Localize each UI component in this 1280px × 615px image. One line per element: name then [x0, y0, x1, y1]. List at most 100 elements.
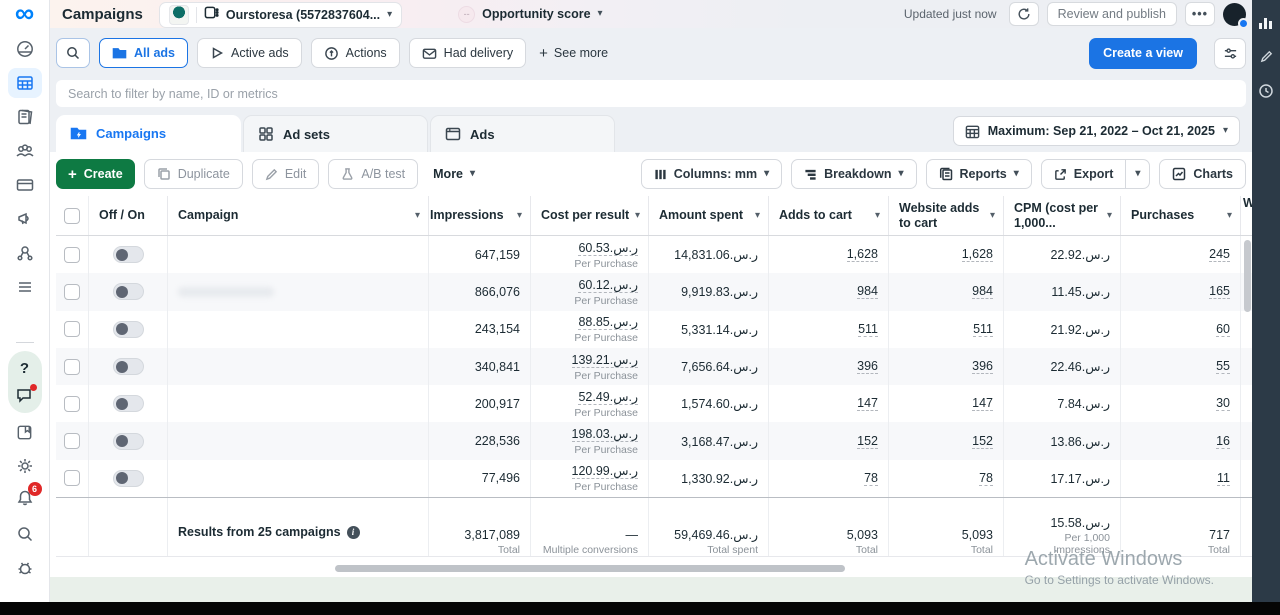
- sort-caret-icon[interactable]: ▾: [755, 211, 760, 221]
- select-all-checkbox[interactable]: [64, 208, 80, 224]
- review-and-publish-button[interactable]: Review and publish: [1047, 2, 1177, 26]
- campaign-toggle[interactable]: [113, 358, 144, 375]
- row-checkbox[interactable]: [64, 470, 80, 486]
- row-checkbox[interactable]: [64, 321, 80, 337]
- toolbar: + Create Duplicate Edit A/B test More ▾: [50, 152, 1252, 196]
- avatar[interactable]: [1223, 3, 1246, 26]
- sort-caret-icon[interactable]: ▾: [875, 211, 880, 221]
- search-filter-button[interactable]: [56, 38, 90, 68]
- topbar: Campaigns Ourstoresa (5572837604... ▾ --…: [50, 0, 1252, 28]
- ads-reporting-icon[interactable]: [8, 102, 42, 132]
- sort-caret-icon[interactable]: ▾: [1107, 211, 1112, 221]
- campaign-name-cell[interactable]: [168, 348, 429, 385]
- campaign-toggle[interactable]: [113, 395, 144, 412]
- edit-button[interactable]: Edit: [252, 159, 320, 189]
- campaign-name-cell[interactable]: [168, 273, 429, 310]
- charts-button[interactable]: Charts: [1159, 159, 1246, 189]
- columns-button[interactable]: Columns: mm ▾: [641, 159, 782, 189]
- campaign-toggle[interactable]: [113, 433, 144, 450]
- campaign-name-cell[interactable]: [168, 460, 429, 497]
- view-settings-button[interactable]: [1214, 38, 1246, 69]
- edit-pencil-icon[interactable]: [1259, 49, 1274, 69]
- opportunity-score[interactable]: -- Opportunity score ▾: [458, 6, 602, 23]
- report-bug-icon[interactable]: [8, 553, 42, 583]
- header-cpm[interactable]: CPM (cost per 1,000...▾: [1004, 196, 1121, 235]
- tab-ad-sets[interactable]: Ad sets: [243, 115, 428, 152]
- date-range-selector[interactable]: Maximum: Sep 21, 2022 – Oct 21, 2025 ▾: [953, 116, 1240, 146]
- sort-caret-icon[interactable]: ▾: [635, 211, 640, 221]
- vertical-scrollbar[interactable]: [1244, 240, 1251, 312]
- header-cost-per-result[interactable]: Cost per result▾: [531, 196, 649, 235]
- chat-support-icon[interactable]: [15, 386, 35, 404]
- actions-icon: [324, 46, 339, 61]
- export-button[interactable]: Export: [1041, 159, 1127, 189]
- audiences-icon[interactable]: [8, 136, 42, 166]
- history-clock-icon[interactable]: [1258, 83, 1274, 104]
- row-checkbox[interactable]: [64, 284, 80, 300]
- filter-chip-actions[interactable]: Actions: [311, 38, 400, 68]
- filter-chip-active-ads[interactable]: Active ads: [197, 38, 302, 68]
- sort-caret-icon[interactable]: ▾: [990, 211, 995, 221]
- avatar-badge: [1238, 18, 1249, 29]
- header-impressions[interactable]: Impressions▾: [429, 196, 531, 235]
- sort-caret-icon[interactable]: ▾: [415, 211, 420, 221]
- info-icon[interactable]: i: [347, 526, 360, 539]
- row-checkbox[interactable]: [64, 433, 80, 449]
- header-adds-to-cart[interactable]: Adds to cart▾: [769, 196, 889, 235]
- sort-caret-icon[interactable]: ▾: [517, 211, 522, 221]
- header-campaign[interactable]: Campaign▾: [168, 196, 429, 235]
- billing-icon[interactable]: [8, 170, 42, 200]
- campaign-name-cell[interactable]: [168, 236, 429, 273]
- header-off-on: Off / On: [89, 196, 168, 235]
- search-nav-icon[interactable]: [8, 519, 42, 549]
- resources-icon[interactable]: [8, 417, 42, 447]
- sort-caret-icon[interactable]: ▾: [1227, 211, 1232, 221]
- see-more-button[interactable]: + See more: [539, 46, 608, 61]
- more-options-button[interactable]: •••: [1185, 2, 1215, 26]
- ab-test-button[interactable]: A/B test: [328, 159, 418, 189]
- refresh-button[interactable]: [1009, 2, 1039, 26]
- campaign-name-cell[interactable]: [168, 311, 429, 348]
- breakdown-button[interactable]: Breakdown ▾: [791, 159, 916, 189]
- duplicate-button[interactable]: Duplicate: [144, 159, 243, 189]
- insights-chart-icon[interactable]: [1258, 14, 1274, 35]
- all-tools-icon[interactable]: [8, 272, 42, 302]
- notifications-bell-icon[interactable]: 6: [8, 485, 42, 515]
- row-checkbox[interactable]: [64, 396, 80, 412]
- header-purchases[interactable]: Purchases▾: [1121, 196, 1241, 235]
- export-options-button[interactable]: ▾: [1126, 159, 1150, 189]
- create-a-view-button[interactable]: Create a view: [1089, 38, 1197, 69]
- ads-icon[interactable]: [8, 204, 42, 234]
- row-checkbox[interactable]: [64, 359, 80, 375]
- campaign-toggle[interactable]: [113, 246, 144, 263]
- opportunity-score-icon: --: [458, 6, 475, 23]
- campaign-toggle[interactable]: [113, 283, 144, 300]
- header-website-adds-to-cart[interactable]: Website adds to cart▾: [889, 196, 1004, 235]
- table-header-row: Off / On Campaign▾ Impressions▾ Cost per…: [56, 196, 1252, 236]
- more-button[interactable]: More ▾: [427, 159, 481, 189]
- campaign-name-cell[interactable]: [168, 385, 429, 422]
- create-button[interactable]: + Create: [56, 159, 135, 189]
- campaigns-nav-icon[interactable]: [8, 68, 42, 98]
- help-icon[interactable]: ?: [20, 360, 29, 377]
- settings-gear-icon[interactable]: [8, 451, 42, 481]
- meta-logo-icon[interactable]: ∞: [15, 0, 34, 30]
- table-row: 228,536 198.03.ر.سPer Purchase 3,168.47.…: [56, 422, 1252, 459]
- account-overview-icon[interactable]: [8, 34, 42, 64]
- campaign-toggle[interactable]: [113, 470, 144, 487]
- tab-ads[interactable]: Ads: [430, 115, 615, 152]
- search-input[interactable]: [56, 80, 1246, 107]
- row-checkbox[interactable]: [64, 247, 80, 263]
- tab-campaigns[interactable]: Campaigns: [56, 115, 241, 152]
- reports-button[interactable]: Reports ▾: [926, 159, 1032, 189]
- filter-chip-had-delivery[interactable]: Had delivery: [409, 38, 526, 68]
- campaign-toggle[interactable]: [113, 321, 144, 338]
- ads-manager-app: ∞ ?: [0, 0, 1280, 615]
- filter-chip-all-ads[interactable]: All ads: [99, 38, 188, 68]
- account-selector[interactable]: Ourstoresa (5572837604... ▾: [159, 2, 402, 28]
- header-amount-spent[interactable]: Amount spent▾: [649, 196, 769, 235]
- flask-icon: [341, 167, 354, 181]
- horizontal-scrollbar[interactable]: [335, 565, 845, 572]
- events-manager-icon[interactable]: [8, 238, 42, 268]
- campaign-name-cell[interactable]: [168, 422, 429, 459]
